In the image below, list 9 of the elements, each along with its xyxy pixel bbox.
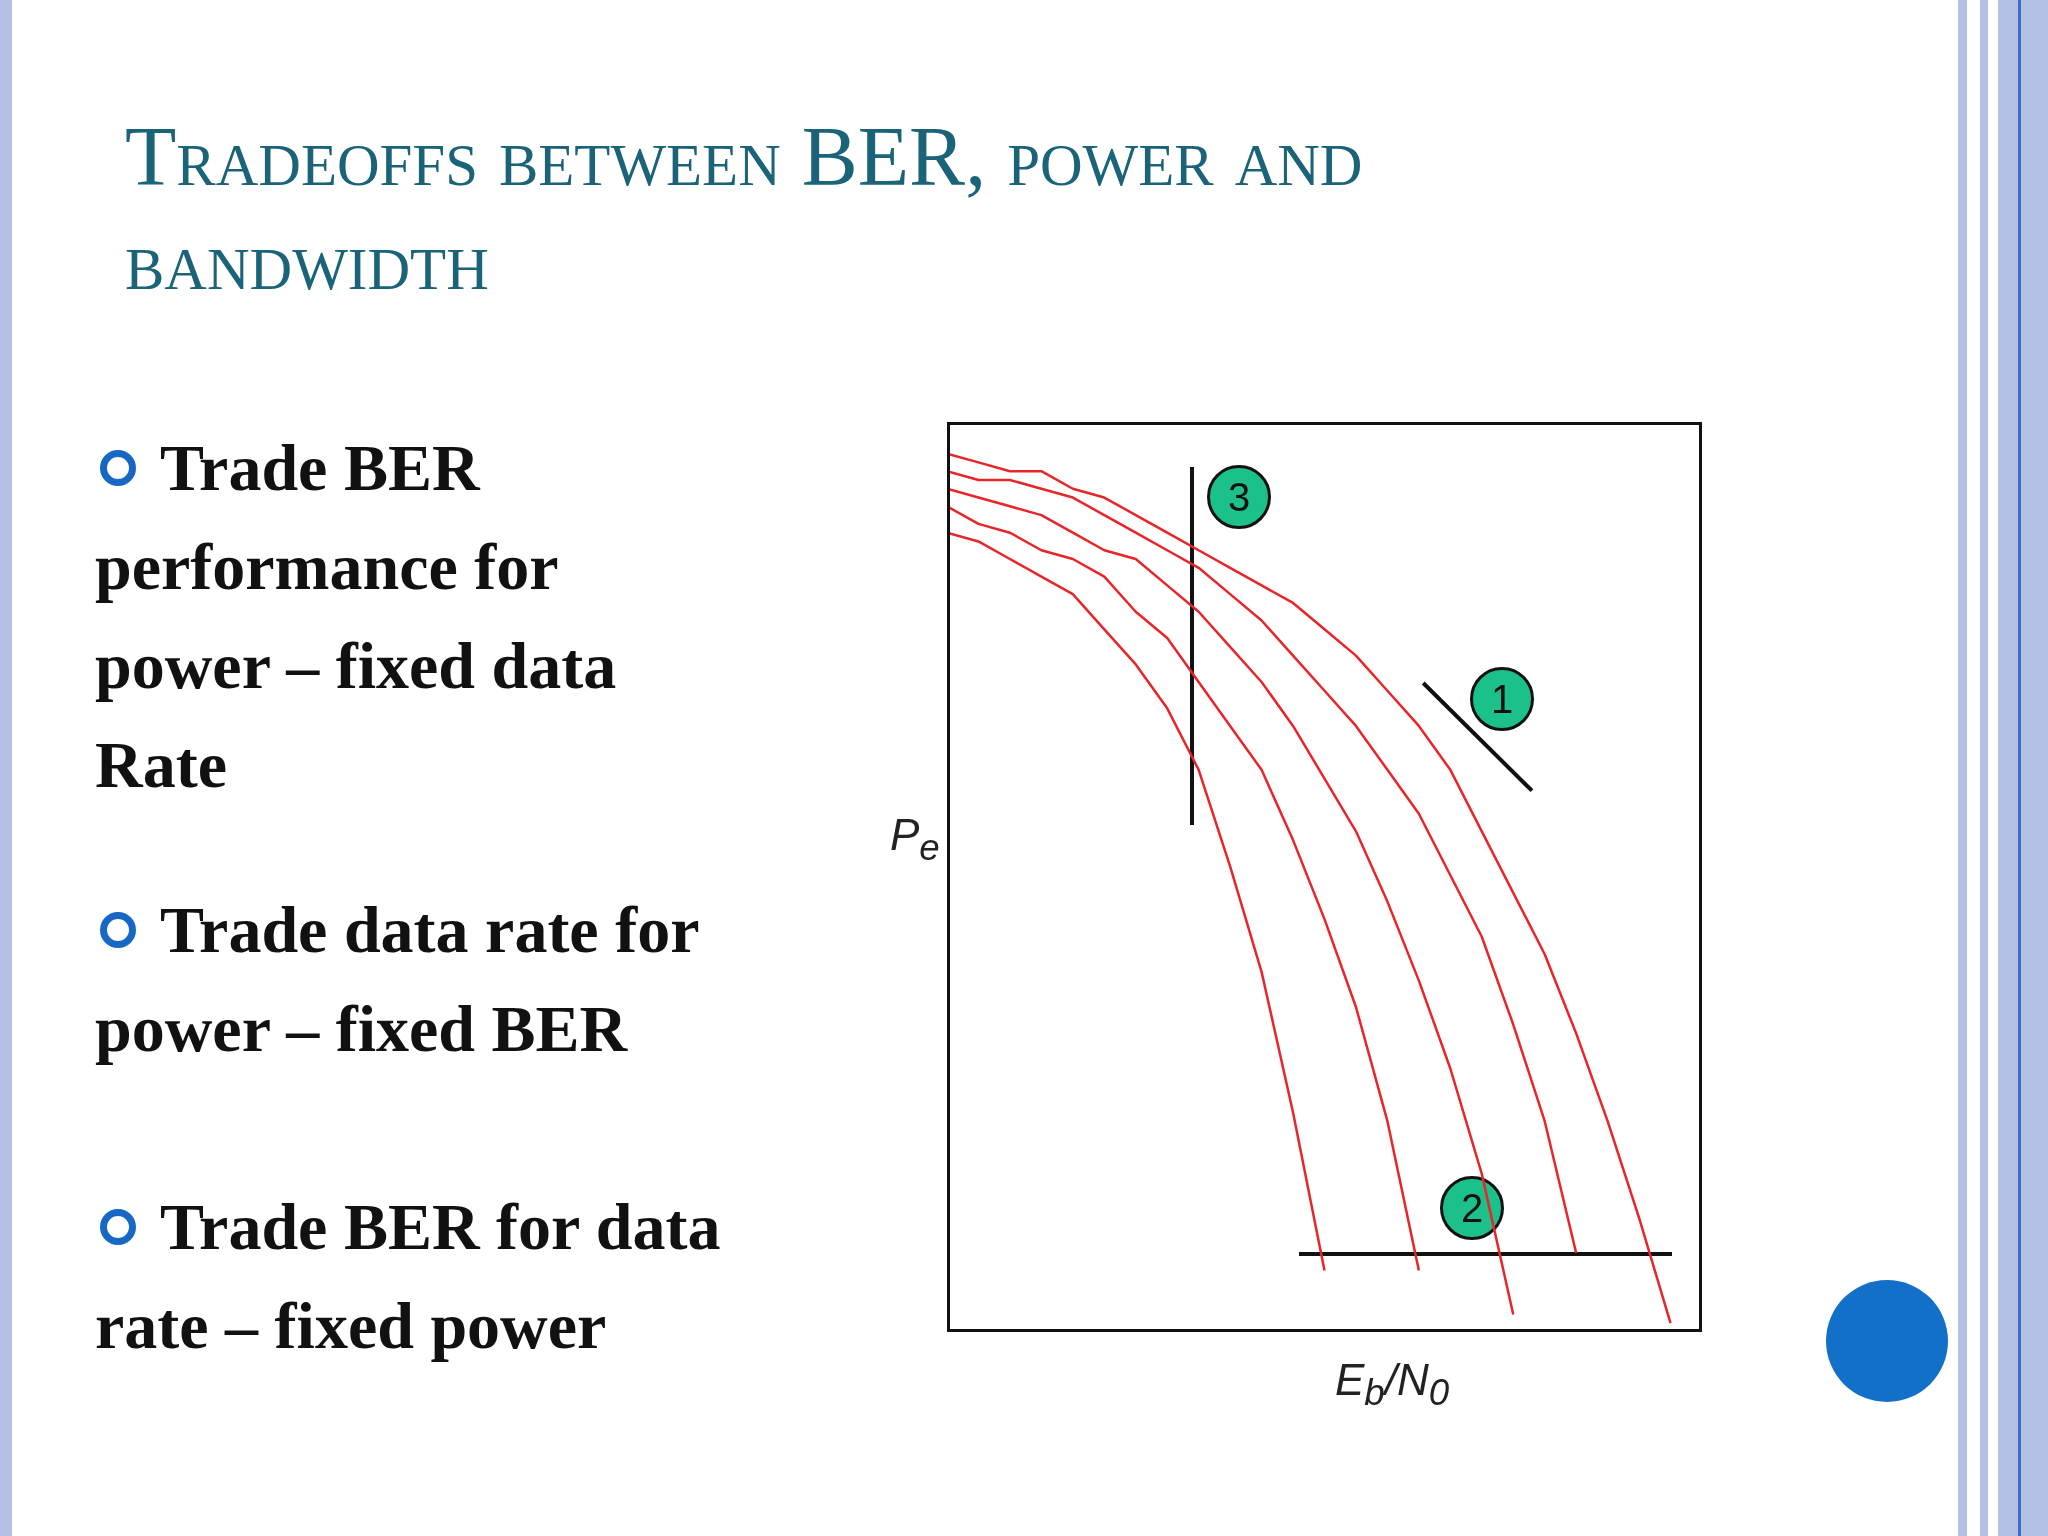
text: Trade BER performance for power – fixed data Rate [95,430,618,803]
annotation: 2 [1440,1176,1504,1240]
annotation: 3 [1207,465,1271,529]
annotation: 1 [1470,667,1534,731]
x-axis-title: E$_{b}$/N$_{0}$ [1335,1355,1450,1414]
y-axis-title: P$_{e}$ [890,810,940,869]
text: Trade data rate for power – fixed BER [95,892,700,1067]
chart-title: Tradeoffs between BER, power and bandwidth [125,109,1364,309]
text: Trade BER for data rate – fixed power [95,1189,722,1364]
